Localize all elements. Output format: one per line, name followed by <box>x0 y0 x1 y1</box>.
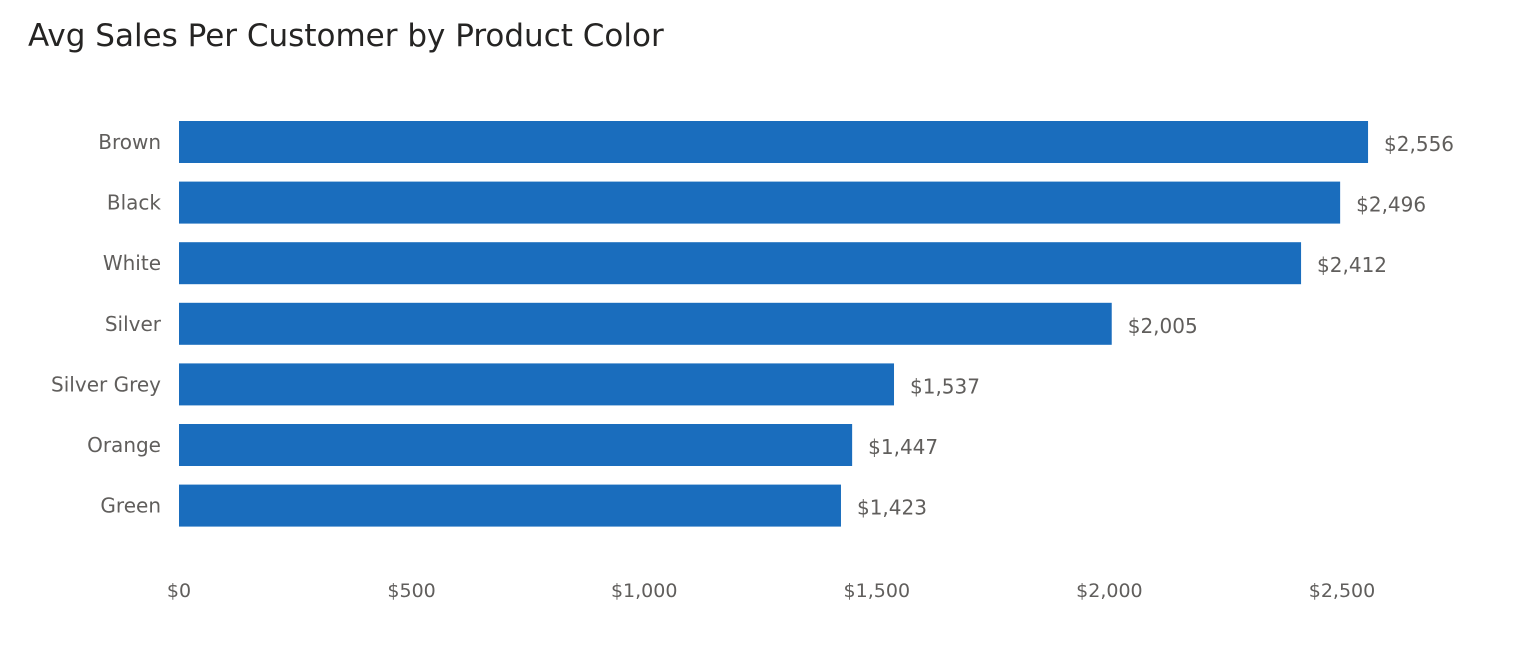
bar-black[interactable] <box>179 181 1341 224</box>
bar-silver[interactable] <box>179 302 1112 345</box>
category-label-silver-grey: Silver Grey <box>51 372 161 396</box>
category-label-black: Black <box>107 191 162 215</box>
category-axis: Brown Black White Silver Silver Grey Orange Gr… <box>51 130 162 518</box>
data-label-green: $1,423 <box>857 496 927 520</box>
bar-orange[interactable] <box>179 424 853 466</box>
category-label-orange: Orange <box>87 433 161 457</box>
data-label-orange: $1,447 <box>868 435 938 459</box>
value-axis: $0 $500 $1,000 $1,500 $2,000 $2,500 <box>167 580 1375 602</box>
chart-title: Avg Sales Per Customer by Product Color <box>28 18 664 54</box>
data-label-brown: $2,556 <box>1384 132 1454 156</box>
bar-white[interactable] <box>179 242 1302 285</box>
bars-layer <box>179 121 1369 527</box>
bar-brown[interactable] <box>179 121 1369 163</box>
data-label-white: $2,412 <box>1317 253 1387 277</box>
x-tick-label-2500: $2,500 <box>1309 580 1375 602</box>
x-tick-label-2000: $2,000 <box>1076 580 1142 602</box>
x-tick-label-500: $500 <box>387 580 435 602</box>
category-label-brown: Brown <box>98 130 161 154</box>
x-tick-label-1000: $1,000 <box>611 580 677 602</box>
data-label-black: $2,496 <box>1356 193 1426 217</box>
bar-green[interactable] <box>179 484 841 527</box>
category-label-green: Green <box>100 494 161 518</box>
x-tick-label-1500: $1,500 <box>844 580 910 602</box>
data-label-silver-grey: $1,537 <box>910 374 980 398</box>
data-label-silver: $2,005 <box>1128 314 1198 338</box>
category-label-silver: Silver <box>105 312 162 336</box>
x-tick-label-0: $0 <box>167 580 191 602</box>
category-label-white: White <box>103 251 161 275</box>
data-labels: $2,556 $2,496 $2,412 $2,005 $1,537 $1,447 $1,4… <box>857 132 1454 520</box>
bar-silver-grey[interactable] <box>179 363 895 406</box>
